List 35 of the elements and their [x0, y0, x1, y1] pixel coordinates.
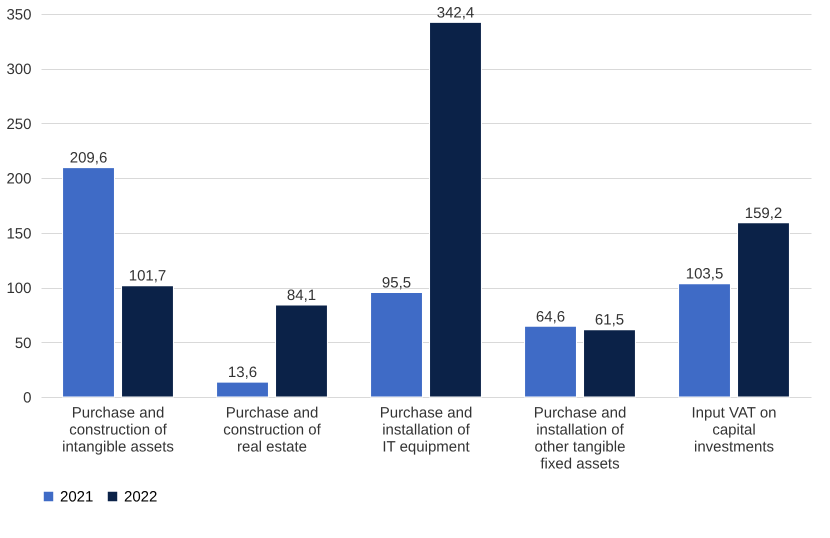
y-tick-label: 100	[6, 280, 32, 298]
data-label: 61,5	[594, 312, 624, 329]
data-label: 95,5	[382, 274, 412, 292]
y-tick-label: 350	[6, 6, 32, 24]
x-tick-label: Purchase and installation of IT equipment	[380, 404, 472, 456]
bar	[216, 382, 269, 398]
y-tick-label: 200	[6, 170, 32, 188]
y-tick-label: 250	[6, 116, 32, 133]
legend-label: 2021	[60, 488, 94, 506]
bar	[275, 304, 328, 398]
bar	[737, 222, 790, 398]
data-label: 13,6	[228, 364, 258, 382]
data-label: 103,5	[686, 266, 724, 283]
data-label: 209,6	[70, 150, 108, 167]
bar	[583, 329, 636, 398]
data-label: 84,1	[286, 286, 316, 304]
data-label: 64,6	[536, 308, 566, 326]
bar	[678, 283, 731, 398]
legend-label: 2022	[124, 488, 158, 506]
y-tick-label: 0	[23, 390, 32, 406]
data-label: 101,7	[128, 268, 166, 285]
y-tick-label: 50	[14, 334, 32, 352]
x-tick-label: Purchase and installation of other tangible fixed assets	[534, 404, 626, 472]
y-tick-label: 150	[6, 225, 32, 242]
y-tick-label: 300	[6, 61, 32, 78]
x-tick-label: Purchase and construction of real estate	[223, 404, 322, 456]
data-label: 342,4	[436, 4, 474, 22]
bar	[62, 167, 115, 398]
bar	[429, 22, 482, 398]
bar	[121, 285, 174, 398]
bar	[524, 326, 577, 398]
x-tick-label: Purchase and construction of intangible assets	[62, 404, 174, 456]
bar	[370, 292, 423, 398]
data-label: 159,2	[744, 204, 782, 222]
x-tick-label: Input VAT on capital investments	[691, 404, 777, 456]
